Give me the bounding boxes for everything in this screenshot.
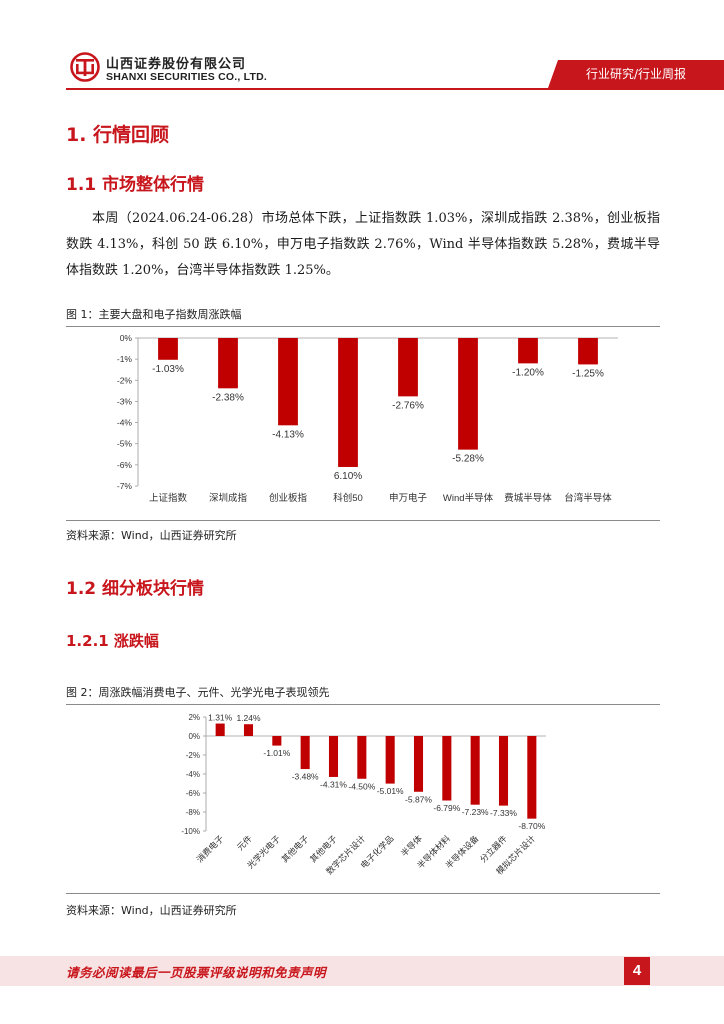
y-tick-label: -10% — [181, 827, 200, 836]
data-label: -5.28% — [452, 454, 484, 465]
data-label: -4.31% — [320, 779, 347, 789]
figure-2-caption: 图 2：周涨跌幅消费电子、元件、光学光电子表现领先 — [66, 686, 330, 699]
category-label: 其他电子 — [279, 833, 310, 864]
data-label: -4.13% — [272, 429, 304, 440]
footer-disclaimer: 请务必阅读最后一页股票评级说明和免责声明 — [66, 965, 327, 980]
category-label: 费城半导体 — [504, 492, 552, 504]
data-label: -8.70% — [518, 821, 545, 831]
y-tick-label: 0% — [120, 333, 133, 343]
section-title-1-1: 1.1 市场整体行情 — [66, 175, 205, 195]
category-label: 深圳成指 — [209, 492, 248, 504]
company-name-cn: 山西证券股份有限公司 — [106, 57, 247, 72]
bar-1 — [215, 723, 225, 736]
data-label: -1.20% — [512, 367, 544, 378]
data-label: -7.23% — [462, 807, 489, 817]
bar-7 — [385, 736, 395, 784]
y-tick-label: 0% — [188, 732, 200, 741]
header-category-band: 行业研究/行业周报 — [548, 60, 724, 88]
data-label: -5.87% — [405, 794, 432, 804]
category-label: 半导体 — [399, 833, 424, 858]
bar-1 — [158, 338, 178, 360]
section-title-1: 1. 行情回顾 — [66, 124, 170, 146]
data-label: -1.01% — [263, 748, 290, 758]
figure-2-source: 资料来源：Wind，山西证券研究所 — [66, 904, 237, 917]
bar-4 — [300, 736, 310, 770]
bar-2 — [243, 724, 254, 736]
company-name-en: SHANXI SECURITIES CO., LTD. — [106, 71, 267, 83]
y-tick-label: -4% — [117, 418, 133, 428]
category-label: 申万电子 — [389, 492, 428, 504]
data-label: -6.79% — [433, 803, 460, 813]
bar-7 — [518, 338, 538, 364]
report-category: 行业研究/行业周报 — [585, 67, 687, 81]
bar-11 — [498, 736, 509, 806]
category-label: 台湾半导体 — [564, 492, 612, 504]
data-label: -1.03% — [152, 364, 184, 375]
y-tick-label: -2% — [186, 751, 200, 760]
bar-5 — [398, 338, 418, 397]
y-tick-label: -1% — [117, 354, 133, 364]
data-label: 1.24% — [236, 713, 261, 723]
bar-4 — [338, 338, 358, 467]
y-tick-label: -4% — [186, 770, 200, 779]
data-label: -3.48% — [292, 772, 319, 782]
data-label: -4.50% — [348, 781, 375, 791]
y-tick-label: 2% — [188, 713, 200, 722]
category-label: Wind半导体 — [443, 492, 494, 504]
data-label: 6.10% — [334, 471, 362, 482]
bar-2 — [218, 338, 238, 389]
data-label: -7.33% — [490, 808, 517, 818]
category-label: 创业板指 — [269, 492, 308, 504]
bar-6 — [458, 338, 478, 450]
figure-2-chart: 2% 0% -2% -4% -6% -8% -10% 1.31% 消费电子 1.24% 元件 -1.0… — [181, 713, 546, 876]
y-tick-label: -5% — [117, 439, 133, 449]
section-title-1-2-1: 1.2.1 涨跌幅 — [66, 632, 159, 650]
data-label: -1.25% — [572, 368, 604, 379]
bar-9 — [442, 736, 452, 801]
figure-2-top-rule — [66, 704, 660, 705]
bar-8 — [413, 736, 424, 792]
data-label: -2.76% — [392, 400, 424, 411]
y-tick-label: -7% — [117, 481, 133, 491]
bar-3 — [272, 736, 282, 746]
figure-1-source: 资料来源：Wind，山西证券研究所 — [66, 529, 237, 542]
figure-1-top-rule — [66, 326, 660, 327]
figure-2-bottom-rule — [66, 893, 660, 894]
page-number: 4 — [624, 957, 650, 985]
y-tick-label: -6% — [186, 789, 200, 798]
bar-12 — [527, 736, 537, 819]
header-divider — [66, 88, 724, 90]
footer-band — [0, 956, 724, 986]
category-label: 元件 — [235, 833, 254, 852]
bar-5 — [328, 736, 339, 777]
figure-1-chart: 0% -1% -2% -3% -4% -5% -6% -7% -1.03% 上证指数 -2.38% 深… — [117, 333, 618, 504]
figure-1-bottom-rule — [66, 520, 660, 521]
bar-8 — [578, 338, 598, 365]
figure-1-caption: 图 1：主要大盘和电子指数周涨跌幅 — [66, 308, 242, 321]
section-title-1-2: 1.2 细分板块行情 — [66, 579, 205, 599]
bar-10 — [470, 736, 480, 805]
data-label: -5.01% — [377, 786, 404, 796]
y-tick-label: -3% — [117, 396, 133, 406]
y-tick-label: -8% — [186, 808, 200, 817]
bar-3 — [278, 338, 298, 426]
category-label: 消费电子 — [194, 833, 225, 864]
data-label: 1.31% — [208, 713, 233, 723]
category-label: 上证指数 — [149, 492, 188, 504]
data-label: -2.38% — [212, 392, 244, 403]
category-label: 科创50 — [333, 492, 363, 504]
y-tick-label: -2% — [117, 375, 133, 385]
market-overview-paragraph: 本周（2024.06.24-06.28）市场总体下跌，上证指数跌 1.03%，深… — [66, 211, 660, 278]
y-tick-label: -6% — [117, 460, 133, 470]
bar-6 — [357, 736, 367, 779]
company-logo-icon — [70, 52, 100, 82]
